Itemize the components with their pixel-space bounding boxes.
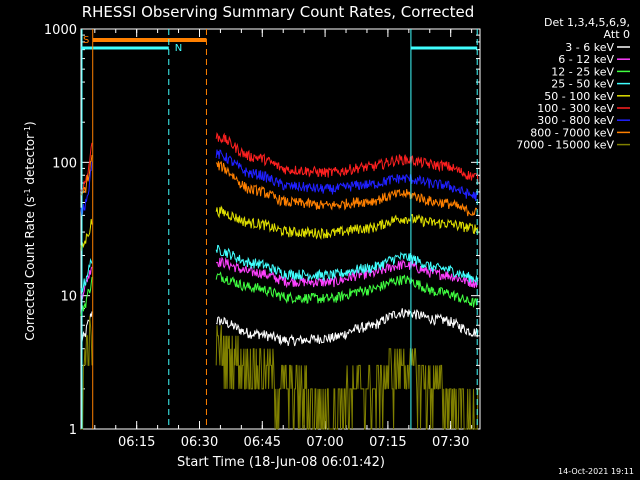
legend-header-line-1: Det 1,3,4,5,6,9,	[544, 16, 630, 29]
legend-label-2: 6 - 12 keV	[558, 53, 614, 66]
series-line-pre-4	[80, 257, 93, 293]
series-line-post-5	[215, 205, 479, 241]
chart-title: RHESSI Observing Summary Count Rates, Co…	[82, 3, 475, 21]
legend-label-4: 25 - 50 keV	[551, 78, 614, 91]
series-line-post-7	[215, 149, 479, 201]
plot-frame	[80, 28, 481, 430]
plot-area: 1 10 100 1000 06:15 06:30 06:45 07:00 07:15 07:30…	[44, 23, 481, 450]
y-tick-label: 1	[69, 423, 77, 438]
x-tick-label: 06:15	[118, 435, 155, 450]
series-line-pre-2	[80, 266, 93, 300]
legend-label-3: 12 - 25 keV	[551, 65, 614, 78]
series-line-pre-9	[81, 316, 93, 430]
legend-label-9: 7000 - 15000 keV	[516, 139, 614, 152]
legend-label-6: 100 - 300 keV	[537, 102, 614, 115]
series-line-pre-7	[80, 161, 93, 217]
legend-label-8: 800 - 7000 keV	[530, 126, 614, 139]
series-line-post-8	[215, 161, 479, 217]
marker-label-s: S	[83, 35, 89, 46]
series-line-post-9	[215, 325, 479, 430]
series-line-pre-3	[80, 276, 93, 316]
legend-header-line-2: Att 0	[604, 28, 630, 41]
legend-label-1: 3 - 6 keV	[565, 41, 614, 54]
series-line-post-1	[216, 308, 479, 347]
x-tick-label: 07:30	[432, 435, 469, 450]
y-axis-label: Corrected Count Rate (s-1 detector-1)	[23, 121, 37, 340]
series-line-post-2	[215, 256, 479, 289]
legend-label-7: 300 - 800 keV	[537, 114, 614, 127]
series-line-pre-1	[80, 311, 93, 344]
series-line-post-3	[215, 271, 479, 308]
y-tick-label: 100	[52, 156, 77, 171]
legend-label-5: 50 - 100 keV	[544, 90, 614, 103]
series-line-pre-5	[80, 218, 93, 251]
x-tick-label: 07:15	[369, 435, 406, 450]
x-tick-label: 07:00	[306, 435, 343, 450]
series-line-post-4	[215, 244, 479, 283]
x-tick-label: 06:45	[244, 435, 281, 450]
marker-label-n: N	[175, 43, 182, 54]
series-line-post-6	[215, 132, 479, 182]
y-tick-label: 1000	[44, 23, 77, 38]
y-tick-label: 10	[60, 290, 77, 305]
series-line-pre-8	[80, 154, 93, 198]
x-axis-label: Start Time (18-Jun-08 06:01:42)	[177, 455, 385, 470]
generation-timestamp: 14-Oct-2021 19:11	[558, 467, 634, 476]
series-line-pre-6	[80, 142, 93, 195]
x-tick-label: 06:30	[181, 435, 218, 450]
